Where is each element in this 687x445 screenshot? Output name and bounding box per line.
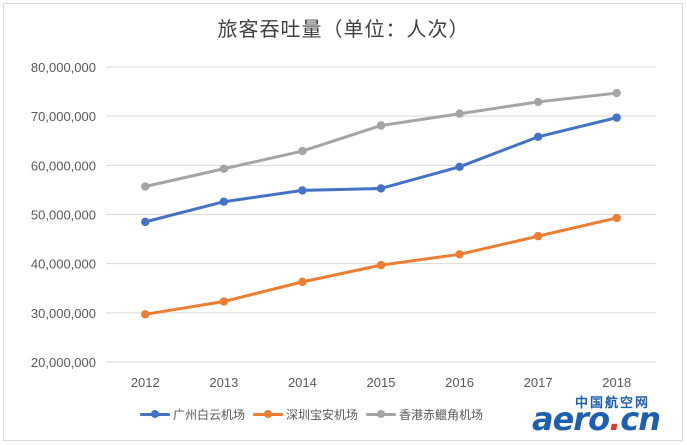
y-tick-label: 60,000,000: [31, 158, 96, 173]
y-tick-label: 70,000,000: [31, 109, 96, 124]
series-group: [141, 88, 621, 319]
aero-cn-watermark-logo: 中国航空网 aero.cn: [528, 392, 680, 440]
data-point-s0-2: [298, 186, 307, 195]
watermark-en-text: aero.cn: [532, 400, 661, 438]
legend-swatch-guangzhou: [140, 408, 170, 420]
data-point-s2-2: [298, 146, 307, 156]
series-line-2: [143, 91, 619, 188]
y-axis: 20,000,000 30,000,000 40,000,000 50,000,000…: [31, 60, 96, 370]
data-point-s0-1: [219, 197, 229, 206]
x-tick-label: 2016: [445, 375, 474, 390]
y-tick-label: 20,000,000: [31, 355, 96, 370]
data-point-s0-6: [612, 113, 621, 122]
x-axis: 2012 2013 2014 2015 2016 2017 2018: [131, 375, 631, 390]
y-tick-label: 30,000,000: [31, 306, 96, 321]
x-tick-label: 2012: [131, 375, 160, 390]
x-tick-label: 2015: [367, 375, 396, 390]
data-point-s1-3: [376, 260, 386, 270]
legend-label-hongkong: 香港赤鱲角机场: [399, 407, 484, 422]
data-point-s2-5: [533, 97, 543, 107]
data-point-s1-5: [533, 231, 543, 241]
legend-swatch-hongkong: [366, 408, 397, 420]
chart-frame: [3, 3, 683, 441]
x-tick-label: 2017: [524, 375, 553, 390]
y-tick-label: 50,000,000: [31, 208, 96, 223]
data-point-s2-6: [612, 88, 621, 98]
data-point-s2-0: [141, 182, 150, 191]
data-point-s2-3: [376, 121, 386, 130]
legend-item-guangzhou: 广州白云机场: [140, 406, 245, 423]
legend-item-hongkong: 香港赤鱲角机场: [366, 406, 483, 423]
data-point-s2-4: [455, 109, 464, 118]
gridlines: [106, 66, 656, 363]
y-tick-label: 80,000,000: [31, 60, 96, 75]
data-point-s0-0: [141, 217, 150, 227]
x-tick-label: 2013: [209, 375, 238, 390]
legend-swatch-shenzhen: [253, 408, 284, 420]
watermark-cn-text: 中国航空网: [574, 396, 650, 411]
data-point-s0-3: [376, 184, 386, 193]
data-point-s0-4: [455, 162, 464, 172]
data-point-s1-6: [612, 213, 621, 223]
data-point-s2-1: [219, 164, 229, 173]
data-point-s1-4: [455, 250, 464, 259]
data-point-s1-0: [141, 310, 150, 319]
chart-title: 旅客吞吐量（单位：人次）: [217, 17, 470, 41]
legend: 广州白云机场 深圳宝安机场 香港赤鱲角机场: [140, 404, 491, 424]
data-point-s0-5: [533, 132, 543, 142]
legend-item-shenzhen: 深圳宝安机场: [253, 406, 358, 423]
data-point-s1-1: [219, 297, 229, 306]
legend-label-guangzhou: 广州白云机场: [173, 407, 246, 422]
x-tick-label: 2014: [288, 375, 317, 390]
legend-label-shenzhen: 深圳宝安机场: [286, 407, 359, 422]
x-tick-label: 2018: [602, 375, 631, 390]
y-tick-label: 40,000,000: [31, 257, 96, 272]
data-point-s1-2: [298, 277, 307, 287]
